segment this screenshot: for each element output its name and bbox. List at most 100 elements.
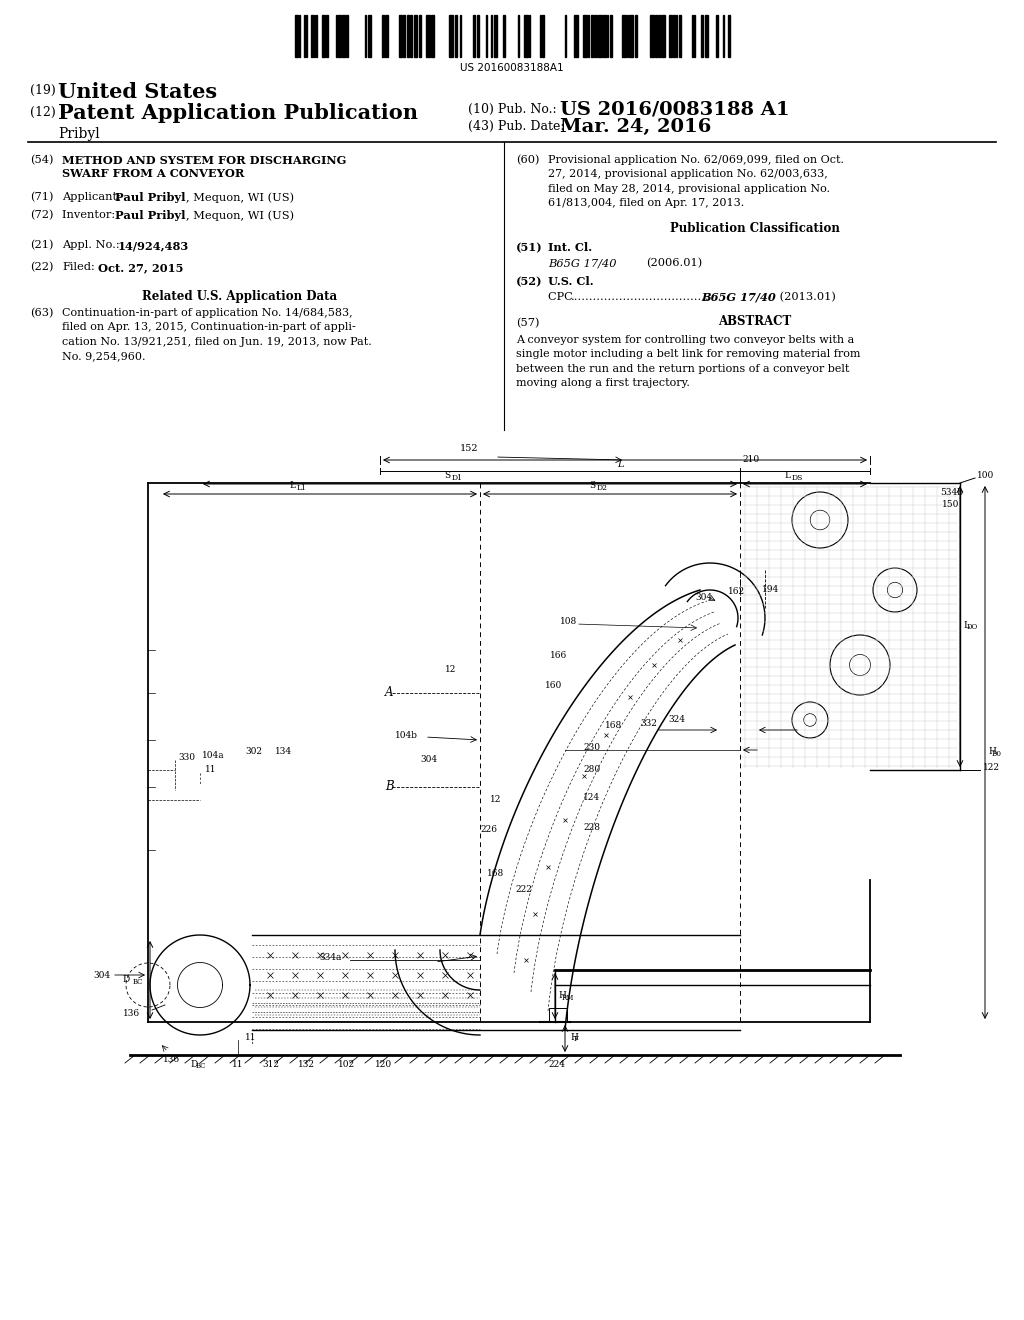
- Text: (19): (19): [30, 84, 55, 96]
- Bar: [679, 15, 681, 57]
- Bar: [295, 15, 298, 57]
- Text: A conveyor system for controlling two conveyor belts with a
single motor includi: A conveyor system for controlling two co…: [516, 335, 860, 388]
- Bar: [338, 15, 341, 57]
- Text: S: S: [589, 480, 595, 490]
- Text: Applicant:: Applicant:: [62, 191, 125, 202]
- Bar: [346, 15, 348, 57]
- Text: 14/924,483: 14/924,483: [118, 240, 189, 251]
- Text: Mar. 24, 2016: Mar. 24, 2016: [560, 117, 712, 136]
- Text: D2: D2: [597, 484, 608, 492]
- Bar: [419, 15, 421, 57]
- Text: 334a: 334a: [319, 953, 342, 962]
- Text: 304: 304: [695, 594, 712, 602]
- Bar: [669, 15, 672, 57]
- Text: .....................................: .....................................: [571, 292, 710, 302]
- Text: , Mequon, WI (US): , Mequon, WI (US): [186, 210, 294, 220]
- Bar: [382, 15, 384, 57]
- Text: 104a: 104a: [202, 751, 224, 759]
- Text: United States: United States: [58, 82, 217, 102]
- Text: Continuation-in-part of application No. 14/684,583,
filed on Apr. 13, 2015, Cont: Continuation-in-part of application No. …: [62, 308, 372, 362]
- Text: Paul Pribyl: Paul Pribyl: [115, 210, 185, 220]
- Text: 122: 122: [983, 763, 1000, 772]
- Text: A: A: [385, 686, 393, 700]
- Text: L: L: [963, 620, 969, 630]
- Text: 120: 120: [375, 1060, 392, 1069]
- Text: 152: 152: [460, 444, 478, 453]
- Bar: [595, 15, 597, 57]
- Text: METHOD AND SYSTEM FOR DISCHARGING: METHOD AND SYSTEM FOR DISCHARGING: [62, 154, 346, 166]
- Bar: [629, 15, 633, 57]
- Text: BC: BC: [196, 1063, 207, 1071]
- Bar: [503, 15, 505, 57]
- Text: (54): (54): [30, 154, 53, 165]
- Bar: [603, 15, 606, 57]
- Bar: [322, 15, 325, 57]
- Text: 224: 224: [548, 1060, 565, 1069]
- Text: 11: 11: [232, 1060, 244, 1069]
- Text: Publication Classification: Publication Classification: [670, 222, 840, 235]
- Text: 132: 132: [298, 1060, 315, 1069]
- Text: 312: 312: [262, 1060, 279, 1069]
- Text: 324: 324: [668, 715, 685, 725]
- Text: BC: BC: [133, 978, 143, 986]
- Text: 228: 228: [583, 824, 600, 833]
- Text: H: H: [988, 747, 996, 756]
- Bar: [635, 15, 637, 57]
- Bar: [549, 1008, 567, 1022]
- Text: 102: 102: [338, 1060, 355, 1069]
- Text: SWARF FROM A CONVEYOR: SWARF FROM A CONVEYOR: [62, 168, 245, 180]
- Text: 330: 330: [178, 754, 195, 763]
- Text: 108: 108: [560, 618, 578, 627]
- Text: 150: 150: [942, 500, 959, 510]
- Bar: [368, 15, 371, 57]
- Text: 302: 302: [245, 747, 262, 756]
- Bar: [574, 15, 578, 57]
- Bar: [431, 15, 434, 57]
- Text: 194: 194: [762, 586, 779, 594]
- Bar: [403, 15, 406, 57]
- Text: (52): (52): [516, 276, 543, 286]
- Text: 534b: 534b: [940, 488, 963, 498]
- Text: Patent Application Publication: Patent Application Publication: [58, 103, 418, 123]
- Text: ABSTRACT: ABSTRACT: [719, 315, 792, 327]
- Text: Paul Pribyl: Paul Pribyl: [115, 191, 185, 203]
- Text: (43) Pub. Date:: (43) Pub. Date:: [468, 120, 564, 133]
- Bar: [473, 15, 475, 57]
- Text: 100: 100: [977, 471, 994, 480]
- Text: H: H: [558, 991, 566, 1001]
- Text: CPC: CPC: [548, 292, 577, 302]
- Bar: [655, 15, 657, 57]
- Bar: [326, 15, 328, 57]
- Bar: [410, 15, 412, 57]
- Text: (60): (60): [516, 154, 540, 165]
- Text: 168: 168: [487, 869, 504, 878]
- Text: 230: 230: [583, 743, 600, 752]
- Bar: [705, 15, 708, 57]
- Text: Pribyl: Pribyl: [58, 127, 99, 141]
- Text: US 20160083188A1: US 20160083188A1: [460, 63, 564, 73]
- Text: D: D: [123, 975, 130, 985]
- Text: 332: 332: [640, 718, 656, 727]
- Text: 104b: 104b: [395, 730, 418, 739]
- Bar: [650, 15, 654, 57]
- Bar: [701, 15, 703, 57]
- Bar: [407, 15, 409, 57]
- Text: Filed:: Filed:: [62, 261, 95, 272]
- Bar: [591, 15, 594, 57]
- Text: 226: 226: [480, 825, 497, 834]
- Bar: [414, 15, 417, 57]
- Bar: [673, 15, 675, 57]
- Text: F: F: [574, 1035, 579, 1043]
- Text: RM: RM: [562, 994, 574, 1002]
- Bar: [598, 15, 602, 57]
- Text: Int. Cl.: Int. Cl.: [548, 242, 592, 253]
- Text: (51): (51): [516, 242, 543, 253]
- Text: 11: 11: [205, 766, 216, 775]
- Text: (63): (63): [30, 308, 53, 318]
- Bar: [342, 15, 345, 57]
- Bar: [542, 15, 544, 57]
- Text: Oct. 27, 2015: Oct. 27, 2015: [98, 261, 183, 273]
- Bar: [716, 15, 718, 57]
- Text: (57): (57): [516, 318, 540, 329]
- Bar: [449, 15, 453, 57]
